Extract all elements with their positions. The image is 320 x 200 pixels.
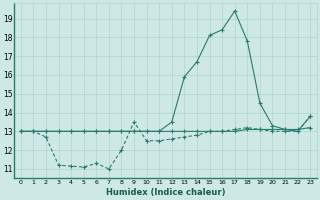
- X-axis label: Humidex (Indice chaleur): Humidex (Indice chaleur): [106, 188, 225, 197]
